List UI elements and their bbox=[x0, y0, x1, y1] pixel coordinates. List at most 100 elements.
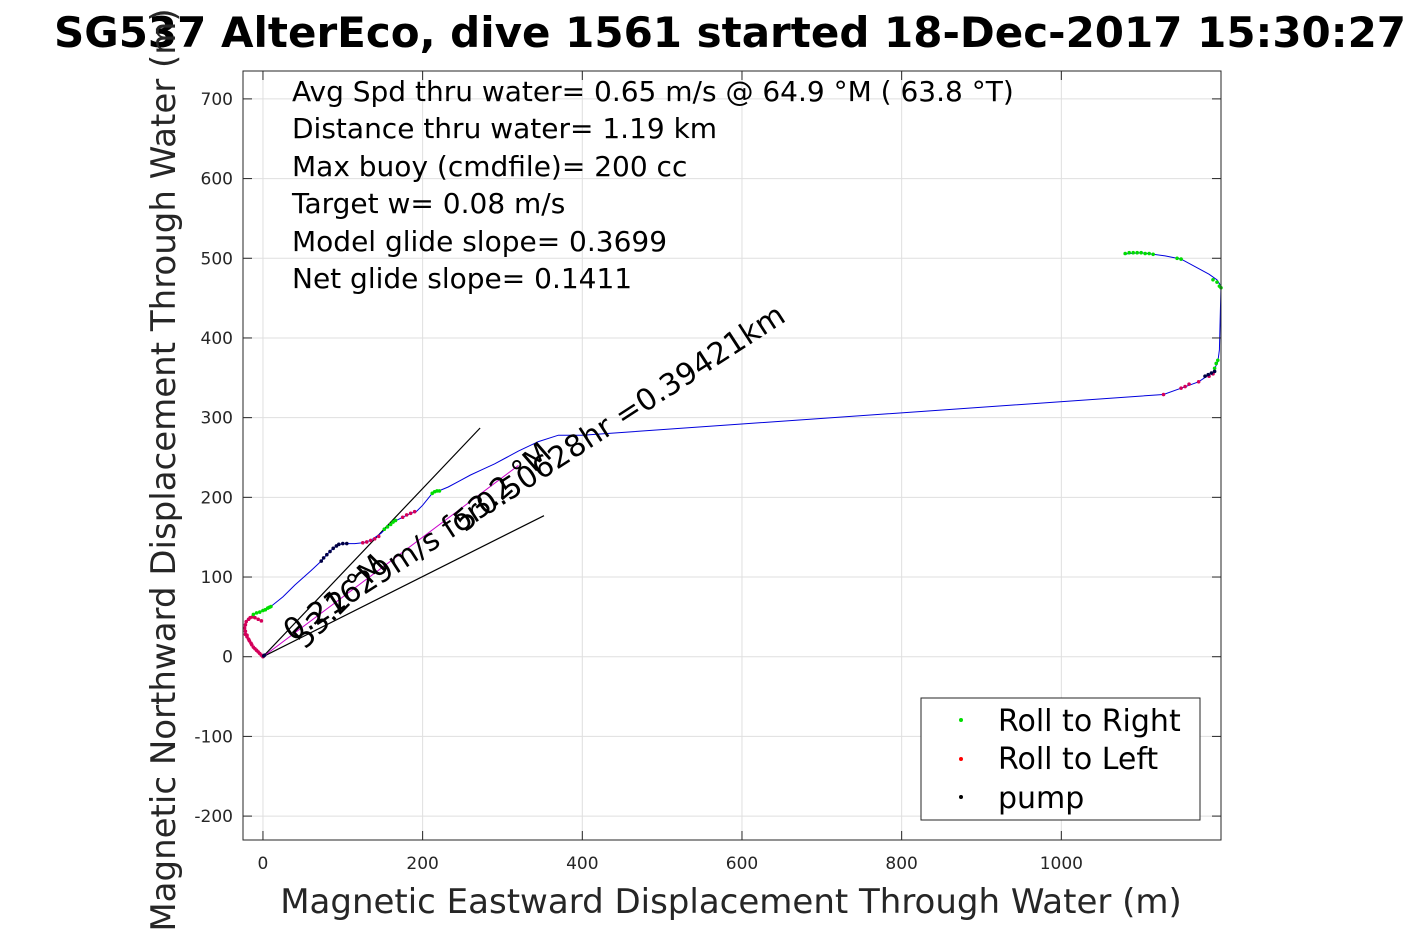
roll-right-point bbox=[1175, 256, 1179, 261]
heading-line-1 bbox=[262, 427, 481, 658]
roll-right-point bbox=[1139, 250, 1143, 255]
legend-label-roll-left: Roll to Left bbox=[998, 742, 1158, 777]
pump-point bbox=[262, 653, 267, 657]
legend-box bbox=[920, 697, 1201, 821]
roll-left-point bbox=[1161, 392, 1166, 397]
roll-left-point bbox=[256, 617, 260, 622]
roll-left-point bbox=[368, 538, 373, 543]
x-tick-label: 800 bbox=[885, 854, 917, 874]
roll-right-point bbox=[1147, 251, 1151, 256]
roll-right-point bbox=[1214, 361, 1219, 366]
roll-left-point bbox=[404, 513, 409, 517]
y-tick-label: -100 bbox=[194, 727, 233, 747]
roll-left-point bbox=[376, 534, 381, 539]
roll-right-point bbox=[1135, 250, 1139, 255]
y-tick-label: 600 bbox=[201, 170, 233, 190]
roll-right-point bbox=[1211, 277, 1215, 282]
annotation-distance: Distance thru water= 1.19 km bbox=[292, 112, 717, 145]
roll-left-point bbox=[243, 629, 248, 634]
legend-label-pump: pump bbox=[998, 781, 1084, 816]
x-tick-label: 1000 bbox=[1040, 854, 1083, 874]
roll-left-point bbox=[256, 650, 260, 654]
roll-left-point bbox=[259, 619, 264, 623]
annotation-net-glide: Net glide slope= 0.1411 bbox=[292, 262, 632, 295]
roll-right-point bbox=[382, 527, 387, 532]
roll-left-point bbox=[1183, 384, 1187, 389]
roll-right-point bbox=[1127, 250, 1131, 255]
roll-left-point bbox=[247, 638, 252, 643]
roll-right-point bbox=[385, 525, 390, 529]
y-tick-label: -200 bbox=[194, 807, 233, 827]
grid bbox=[243, 71, 1221, 840]
annotation-block: Avg Spd thru water= 0.65 m/s @ 64.9 °M (… bbox=[291, 75, 1014, 295]
roll-right-point bbox=[251, 612, 256, 617]
roll-left-point bbox=[245, 634, 249, 639]
legend-marker-roll-left bbox=[959, 757, 963, 761]
pump-point bbox=[1212, 369, 1217, 374]
roll-left-point bbox=[412, 509, 417, 514]
pump-point bbox=[340, 541, 345, 546]
pump-point bbox=[319, 559, 324, 563]
roll-left-point bbox=[1196, 379, 1201, 384]
legend-marker-roll-right bbox=[959, 718, 963, 722]
pump-point bbox=[337, 542, 341, 547]
legend: Roll to Right Roll to Left pump bbox=[920, 697, 1201, 821]
roll-left-point bbox=[408, 511, 413, 516]
current-line bbox=[262, 465, 519, 658]
ticks: 0 200 400 600 800 1000 -200 -100 0 100 200 300 400 50… bbox=[194, 71, 1221, 874]
pump-point bbox=[344, 541, 349, 546]
pump-point bbox=[1203, 374, 1207, 379]
roll-right-point bbox=[1215, 280, 1219, 284]
annotation-avg-speed: Avg Spd thru water= 0.65 m/s @ 64.9 °M (… bbox=[292, 75, 1014, 108]
heading-line-2 bbox=[262, 515, 545, 658]
x-tick-label: 600 bbox=[726, 854, 758, 874]
roll-right-point bbox=[388, 522, 393, 527]
annotation-max-buoy: Max buoy (cmdfile)= 200 cc bbox=[292, 150, 687, 183]
roll-right-point bbox=[437, 489, 442, 493]
x-tick-label: 400 bbox=[566, 854, 598, 874]
pump-point bbox=[1206, 372, 1211, 377]
roll-left-point bbox=[244, 619, 248, 624]
roll-left-point bbox=[400, 515, 405, 520]
y-tick-label: 500 bbox=[201, 249, 233, 269]
roll-right-point bbox=[254, 611, 259, 615]
plot-frame bbox=[242, 70, 1222, 841]
pump-point bbox=[325, 552, 329, 557]
y-tick-label: 0 bbox=[222, 648, 233, 668]
y-tick-label: 200 bbox=[201, 488, 233, 508]
roll-right-point bbox=[1151, 252, 1155, 257]
pump-point bbox=[1209, 371, 1214, 375]
points-layer bbox=[242, 250, 1223, 659]
y-tick-label: 400 bbox=[201, 329, 233, 349]
roll-right-point bbox=[1123, 251, 1127, 256]
roll-right-point bbox=[1131, 250, 1135, 255]
roll-left-point bbox=[249, 642, 254, 647]
heading-lines bbox=[262, 427, 545, 658]
roll-left-point bbox=[364, 540, 369, 544]
chart-title: SG537 AlterEco, dive 1561 started 18-Dec… bbox=[54, 8, 1406, 57]
y-tick-label: 100 bbox=[201, 568, 233, 588]
roll-right-point bbox=[1216, 358, 1220, 363]
roll-left-point bbox=[243, 623, 248, 627]
roll-left-point bbox=[1187, 382, 1191, 386]
roll-right-point bbox=[257, 610, 262, 614]
roll-right-point bbox=[1212, 366, 1217, 371]
pump-point bbox=[328, 549, 332, 554]
y-axis-label: Magnetic Northward Displacement Through … bbox=[144, 8, 184, 931]
annotation-model-glide: Model glide slope= 0.3699 bbox=[292, 225, 667, 258]
roll-left-point bbox=[253, 646, 257, 651]
pump-point bbox=[321, 556, 326, 560]
legend-label-roll-right: Roll to Right bbox=[998, 704, 1181, 739]
y-tick-label: 300 bbox=[201, 409, 233, 429]
roll-right-point bbox=[269, 604, 273, 609]
x-axis-label: Magnetic Eastward Displacement Through W… bbox=[280, 882, 1182, 922]
pump-point bbox=[331, 546, 336, 551]
roll-left-point bbox=[242, 626, 247, 630]
x-tick-label: 0 bbox=[258, 854, 269, 874]
roll-right-point bbox=[1143, 251, 1147, 256]
roll-left-point bbox=[253, 615, 257, 620]
x-tick-label: 200 bbox=[406, 854, 438, 874]
roll-left-point bbox=[1179, 386, 1183, 390]
roll-left-point bbox=[372, 536, 377, 541]
